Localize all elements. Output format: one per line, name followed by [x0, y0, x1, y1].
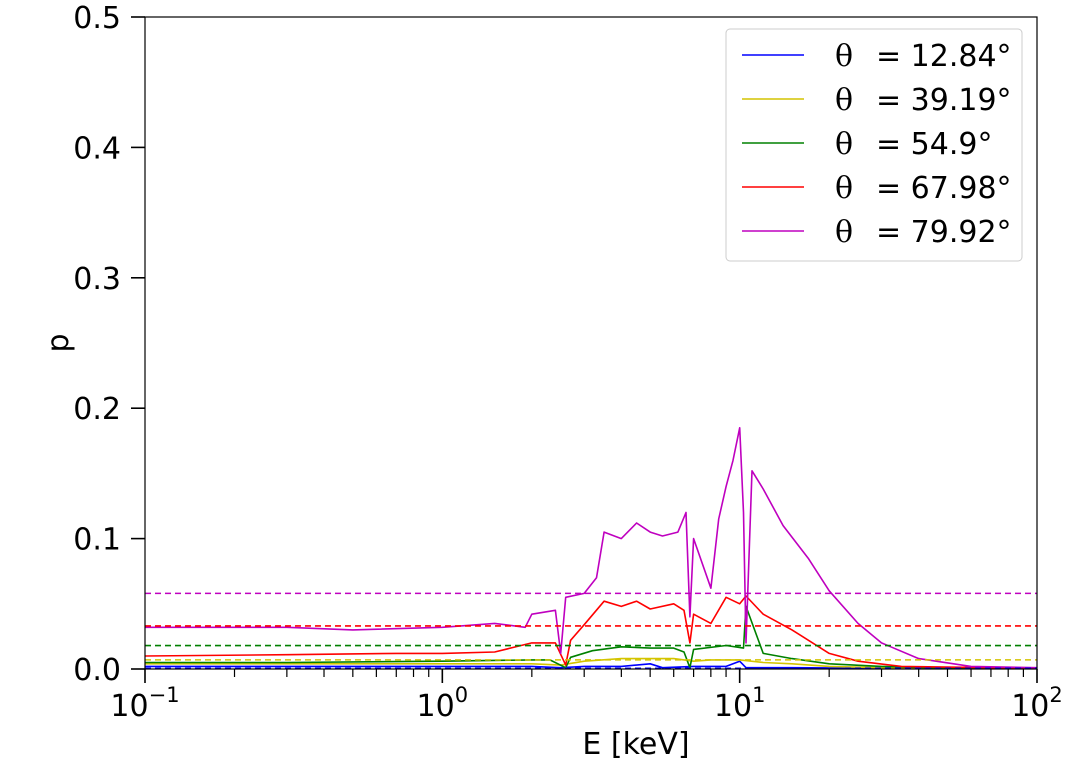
legend-items: θ = 12.84° θ = 39.19° θ = 54.9° θ = 67.98° θ = 79…: [742, 39, 1012, 250]
y-tick-label: 0.1: [73, 523, 121, 558]
series-line-1: [145, 660, 1037, 670]
legend: θ = 12.84° θ = 39.19° θ = 54.9° θ = 67.98° θ = 79…: [725, 28, 1023, 262]
x-axis-title: E [keV]: [582, 727, 689, 762]
legend-symbol-1: θ: [835, 39, 853, 74]
x-tick-label: 10−1: [110, 683, 179, 724]
series-line-2: [145, 657, 1038, 670]
y-tick-label: 0.3: [73, 262, 121, 297]
y-axis-title: p: [41, 333, 76, 352]
legend-label-2: = 39.19°: [876, 83, 1012, 118]
series-layer: [144, 427, 1038, 670]
x-tick-label: 100: [417, 683, 469, 724]
mean-lines-layer: [145, 592, 1037, 670]
legend-symbol-4: θ: [835, 171, 853, 206]
y-tick-label: 0.5: [73, 1, 121, 36]
x-axis: 10−1 100 101 102: [110, 669, 1063, 724]
y-tick-label: 0.0: [73, 653, 121, 688]
y-tick-label: 0.2: [73, 392, 121, 427]
legend-symbol-5: θ: [835, 215, 853, 250]
x-tick-label: 101: [714, 683, 766, 724]
x-tick-label: 102: [1011, 683, 1063, 724]
legend-symbol-3: θ: [835, 127, 853, 162]
legend-label-1: = 12.84°: [876, 39, 1012, 74]
legend-box: [725, 28, 1023, 262]
series-line-4: [144, 595, 1038, 670]
y-axis: 0.0 0.1 0.2 0.3 0.4 0.5: [73, 1, 145, 688]
legend-label-3: = 54.9°: [876, 127, 992, 162]
series-line-5: [145, 427, 1038, 669]
y-tick-label: 0.4: [73, 131, 121, 166]
legend-label-4: = 67.98°: [876, 171, 1012, 206]
legend-label-5: = 79.92°: [876, 215, 1012, 250]
series-line-3: [145, 605, 1037, 670]
legend-symbol-2: θ: [835, 83, 853, 118]
plot-frame: [144, 16, 1038, 670]
